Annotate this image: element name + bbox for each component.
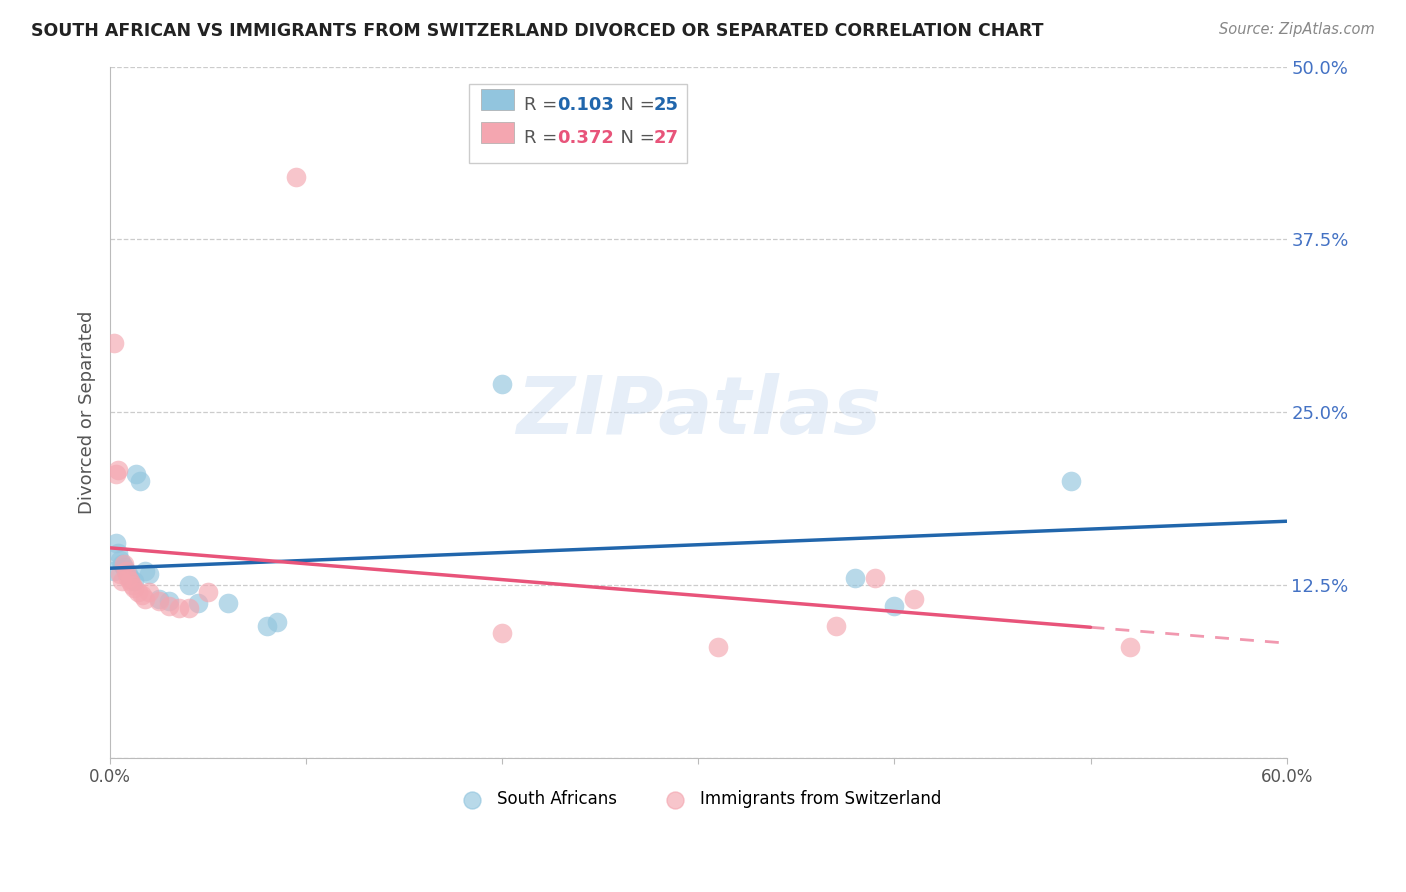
Point xyxy=(131,588,153,602)
Point xyxy=(157,594,180,608)
Point xyxy=(256,619,278,633)
Point xyxy=(134,564,156,578)
Text: SOUTH AFRICAN VS IMMIGRANTS FROM SWITZERLAND DIVORCED OR SEPARATED CORRELATION C: SOUTH AFRICAN VS IMMIGRANTS FROM SWITZER… xyxy=(31,22,1043,40)
Text: 0.372: 0.372 xyxy=(557,128,614,147)
Point xyxy=(122,574,145,588)
Point xyxy=(824,619,846,633)
FancyBboxPatch shape xyxy=(470,84,686,163)
Point xyxy=(148,591,170,606)
Text: R =: R = xyxy=(524,96,564,114)
Point xyxy=(883,599,905,613)
Point xyxy=(117,571,139,585)
Point xyxy=(127,584,149,599)
Point xyxy=(491,626,513,640)
Point xyxy=(103,564,125,578)
Point xyxy=(903,591,925,606)
Text: N =: N = xyxy=(609,128,661,147)
Point xyxy=(844,571,866,585)
Point xyxy=(117,566,139,581)
Point xyxy=(108,553,131,567)
Point xyxy=(121,578,143,592)
Point xyxy=(128,474,150,488)
Point xyxy=(157,599,180,613)
Point xyxy=(1060,474,1083,488)
Point xyxy=(167,601,190,615)
Point xyxy=(177,578,200,592)
Point xyxy=(138,584,160,599)
Point xyxy=(124,467,146,482)
Point xyxy=(707,640,730,654)
Point xyxy=(197,584,219,599)
Point xyxy=(111,557,134,571)
Text: R =: R = xyxy=(524,128,564,147)
Point xyxy=(118,574,141,588)
Point xyxy=(112,560,135,574)
Point xyxy=(112,557,135,571)
Point xyxy=(107,546,129,560)
FancyBboxPatch shape xyxy=(481,89,513,110)
Y-axis label: Divorced or Separated: Divorced or Separated xyxy=(79,310,96,514)
Point xyxy=(118,571,141,585)
FancyBboxPatch shape xyxy=(481,122,513,143)
Point xyxy=(122,581,145,595)
Point xyxy=(108,566,131,581)
Point xyxy=(148,594,170,608)
Point xyxy=(187,596,209,610)
Point xyxy=(266,615,288,630)
Point xyxy=(105,467,128,482)
Point xyxy=(138,566,160,581)
Point xyxy=(285,170,308,185)
Point xyxy=(863,571,886,585)
Point xyxy=(111,574,134,588)
Point xyxy=(103,336,125,351)
Point xyxy=(115,564,138,578)
Text: 25: 25 xyxy=(654,96,679,114)
Text: ZIPatlas: ZIPatlas xyxy=(516,373,882,451)
Text: Source: ZipAtlas.com: Source: ZipAtlas.com xyxy=(1219,22,1375,37)
Point xyxy=(107,463,129,477)
Point xyxy=(115,564,138,578)
Text: 27: 27 xyxy=(654,128,679,147)
Point xyxy=(491,377,513,392)
Point xyxy=(217,596,239,610)
Point xyxy=(1119,640,1142,654)
Text: 0.103: 0.103 xyxy=(557,96,614,114)
Point xyxy=(105,536,128,550)
Legend: South Africans, Immigrants from Switzerland: South Africans, Immigrants from Switzerl… xyxy=(449,784,948,815)
Point xyxy=(134,591,156,606)
Text: N =: N = xyxy=(609,96,661,114)
Point xyxy=(177,601,200,615)
